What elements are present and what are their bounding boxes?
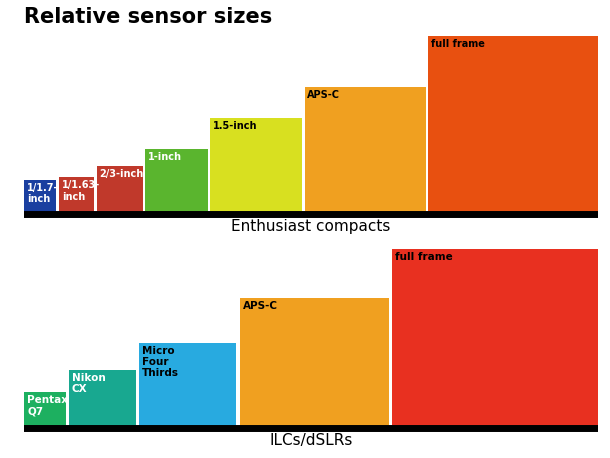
Bar [69,370,135,428]
Bar [428,36,598,214]
Text: Pentax
Q7: Pentax Q7 [27,395,68,416]
Text: Relative sensor sizes: Relative sensor sizes [24,7,273,27]
Text: APS-C: APS-C [243,301,278,311]
Bar [304,87,426,214]
Text: 1-inch: 1-inch [148,152,182,162]
Bar [240,298,389,428]
Text: 2/3-inch: 2/3-inch [99,169,144,179]
Text: 1/1.63-
inch: 1/1.63- inch [62,180,100,202]
Bar [138,343,237,428]
Text: 1.5-inch: 1.5-inch [213,121,257,131]
Bar [145,149,207,214]
Bar [59,178,94,214]
Bar [24,180,57,214]
Bar [210,118,302,214]
Text: APS-C: APS-C [307,90,340,100]
Text: Micro
Four
Thirds: Micro Four Thirds [142,346,179,378]
Text: Nikon
CX: Nikon CX [72,373,106,394]
Text: Enthusiast compacts: Enthusiast compacts [231,219,391,234]
Text: ILCs/dSLRs: ILCs/dSLRs [270,433,353,447]
Bar [97,166,143,214]
Text: full frame: full frame [431,39,485,49]
Bar [392,249,598,428]
Text: full frame: full frame [395,252,453,262]
Text: 1/1.7-
inch: 1/1.7- inch [27,183,59,204]
Bar [24,393,66,428]
